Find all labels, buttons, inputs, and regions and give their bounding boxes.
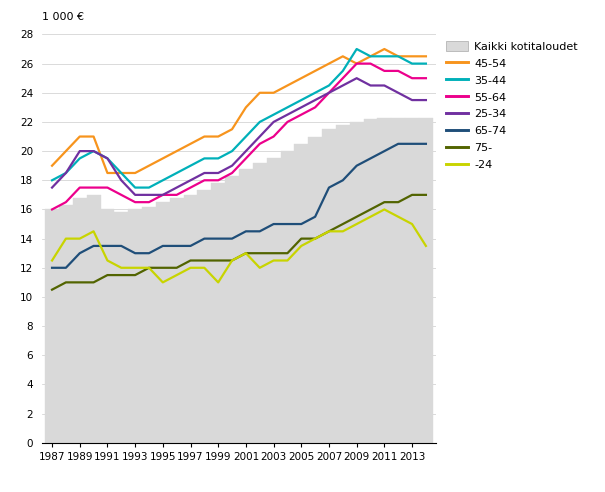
Legend: Kaikki kotitaloudet, 45-54, 35-44, 55-64, 25-34, 65-74, 75-, -24: Kaikki kotitaloudet, 45-54, 35-44, 55-64… [445,40,579,171]
Bar [295,144,308,443]
Bar [419,118,433,443]
Bar [308,136,322,443]
Bar [211,183,225,443]
Bar [87,195,100,443]
Bar [197,190,211,443]
Bar [267,158,281,443]
Bar [128,210,142,443]
Bar [183,195,197,443]
Bar [253,163,267,443]
Bar [281,151,295,443]
Bar [336,125,350,443]
Bar [59,205,73,443]
Bar [100,210,114,443]
Bar [239,169,253,443]
Bar [170,198,183,443]
Bar [225,176,239,443]
Bar [364,119,378,443]
Bar [156,202,170,443]
Bar [114,213,128,443]
Bar [350,122,364,443]
Bar [405,118,419,443]
Bar [45,210,59,443]
Bar [378,118,391,443]
Bar [322,129,336,443]
Bar [142,207,156,443]
Bar [391,118,405,443]
Bar [73,198,87,443]
Text: 1 000 €: 1 000 € [42,12,84,22]
